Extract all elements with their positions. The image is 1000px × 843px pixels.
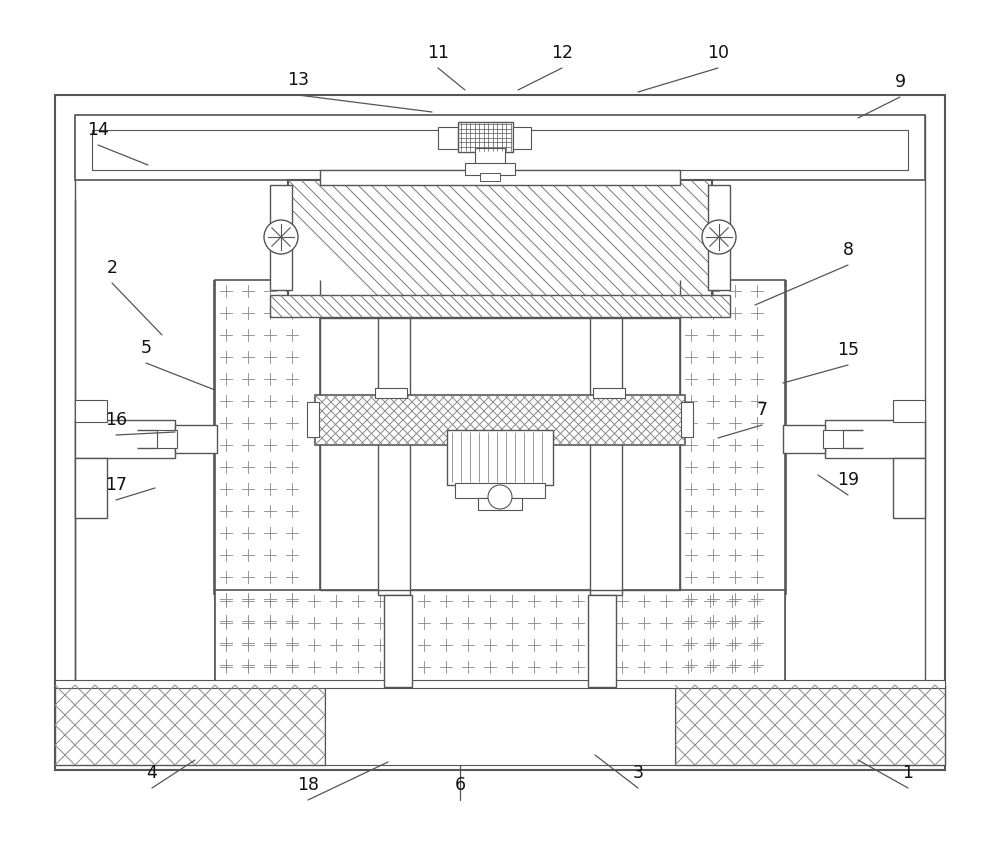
Bar — [75, 115, 925, 180]
Text: 18: 18 — [297, 776, 319, 794]
Bar — [378, 317, 410, 595]
Bar — [893, 458, 925, 518]
Bar — [288, 180, 712, 300]
Text: 17: 17 — [105, 476, 127, 494]
Bar — [893, 400, 925, 422]
Bar — [588, 595, 616, 687]
Bar — [55, 685, 945, 765]
Bar — [593, 388, 625, 398]
Bar — [783, 425, 825, 453]
Bar — [681, 402, 693, 437]
Bar — [325, 685, 675, 765]
Bar — [680, 280, 785, 685]
Bar — [315, 395, 685, 445]
Text: 1: 1 — [902, 764, 914, 782]
Bar — [675, 685, 945, 765]
Bar — [75, 400, 107, 422]
Text: 15: 15 — [837, 341, 859, 359]
Circle shape — [488, 485, 512, 509]
Bar — [75, 115, 925, 750]
Bar — [75, 458, 107, 518]
Bar — [478, 498, 522, 510]
Bar — [320, 318, 680, 590]
Text: 3: 3 — [633, 764, 644, 782]
Bar — [708, 185, 730, 290]
Text: 11: 11 — [427, 44, 449, 62]
Text: 16: 16 — [105, 411, 127, 429]
Text: 14: 14 — [87, 121, 109, 139]
Bar — [215, 280, 320, 685]
Bar — [447, 430, 553, 485]
Bar — [270, 295, 730, 317]
Bar — [513, 127, 531, 149]
Bar — [175, 425, 217, 453]
Text: 5: 5 — [140, 339, 152, 357]
Bar — [55, 680, 945, 688]
Bar — [55, 95, 945, 770]
Text: 9: 9 — [894, 73, 906, 91]
Bar — [465, 163, 515, 175]
Bar — [215, 590, 785, 685]
Bar — [92, 130, 908, 170]
Bar — [157, 430, 177, 448]
Text: 19: 19 — [837, 471, 859, 489]
Bar — [438, 127, 458, 149]
Bar — [590, 317, 622, 595]
Text: 6: 6 — [454, 776, 466, 794]
Bar — [475, 148, 505, 166]
Bar — [307, 402, 319, 437]
Bar — [320, 170, 680, 185]
Bar — [55, 685, 325, 765]
Text: 2: 2 — [106, 259, 118, 277]
Text: 13: 13 — [287, 71, 309, 89]
Bar — [480, 173, 500, 181]
Circle shape — [702, 220, 736, 254]
Text: 8: 8 — [842, 241, 854, 259]
Bar — [458, 122, 513, 152]
Bar — [375, 388, 407, 398]
Bar — [455, 483, 545, 498]
Bar — [384, 595, 412, 687]
Circle shape — [264, 220, 298, 254]
Bar — [270, 185, 292, 290]
Text: 12: 12 — [551, 44, 573, 62]
Bar — [75, 420, 175, 458]
Text: 7: 7 — [757, 401, 768, 419]
Text: 4: 4 — [147, 764, 157, 782]
Bar — [823, 430, 843, 448]
Text: 10: 10 — [707, 44, 729, 62]
Bar — [825, 420, 925, 458]
